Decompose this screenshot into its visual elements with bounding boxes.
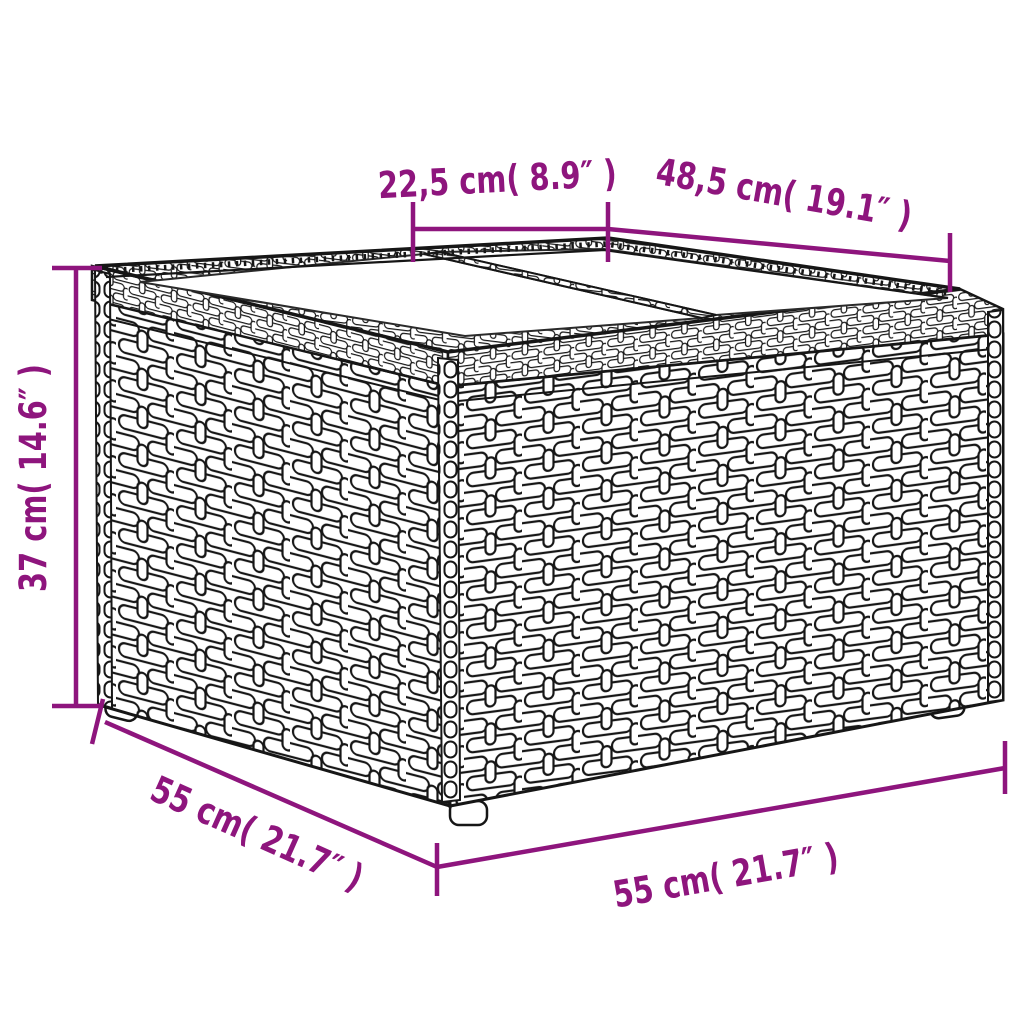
dimension-line-depth xyxy=(89,698,440,896)
label-width: 55 cm( 21.7″ ) xyxy=(610,834,842,916)
dimension-line-glass-top xyxy=(607,226,953,292)
glass-divider-strip xyxy=(423,250,717,320)
table-front-right-face xyxy=(446,332,1005,808)
dimension-line-glass-panel xyxy=(410,202,611,262)
back-rim-stitches xyxy=(99,241,951,296)
dimension-lines xyxy=(52,202,1008,896)
rattan-side-table xyxy=(90,236,1005,827)
label-glass-top-width: 48,5 cm( 19.1″ ) xyxy=(653,149,916,237)
label-height: 37 cm( 14.6″ ) xyxy=(11,364,54,592)
table-front-left-face xyxy=(96,298,452,808)
label-glass-panel-width: 22,5 cm( 8.9″ ) xyxy=(377,151,618,207)
dimension-line-height xyxy=(52,265,102,709)
corner-wrap-right-edge xyxy=(987,308,1004,704)
back-rim-inner-line xyxy=(105,248,949,300)
corner-wrap-front-edge xyxy=(436,356,462,804)
corner-wrap-left-edge xyxy=(93,268,114,710)
dimension-line-width xyxy=(436,741,1008,870)
